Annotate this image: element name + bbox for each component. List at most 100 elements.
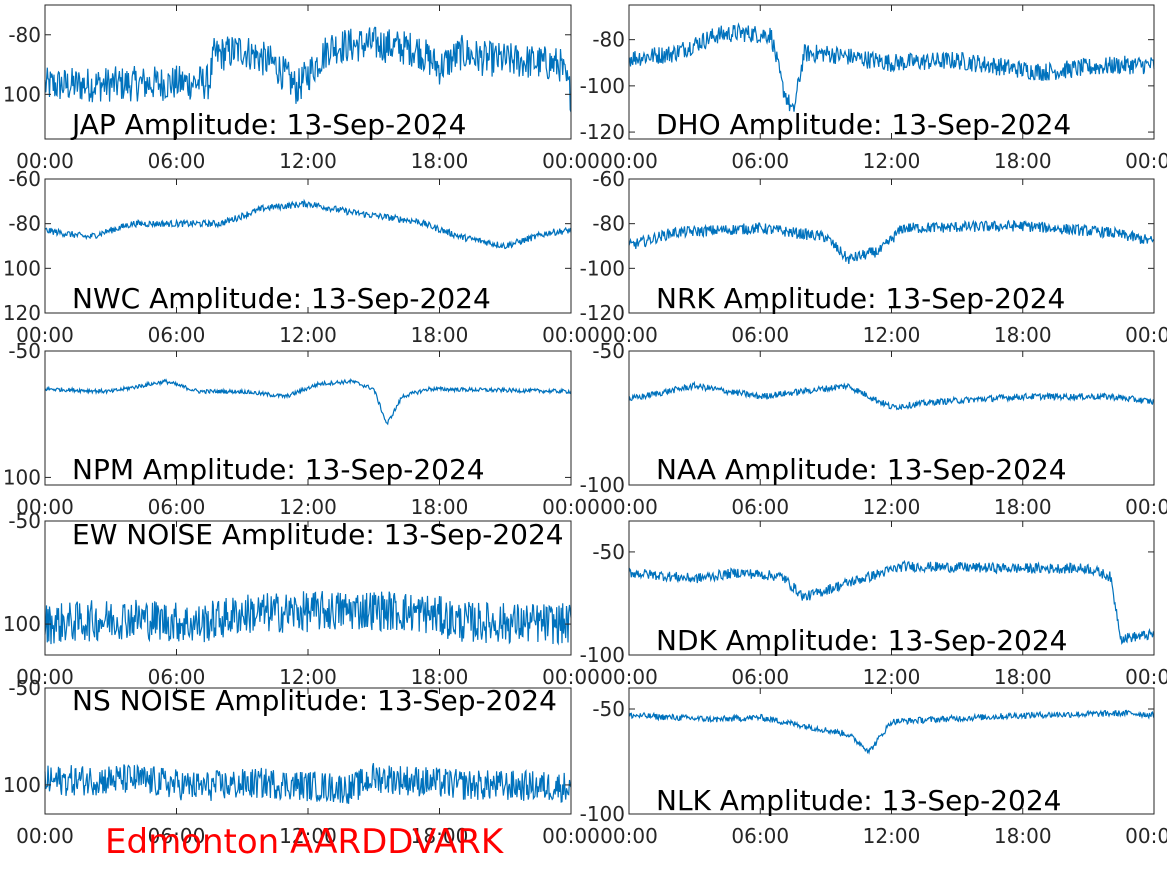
chart-title: EW NOISE Amplitude: 13-Sep-2024 [72,518,564,551]
y-tick-label: -50 [8,509,41,533]
x-tick-label: 12:00 [863,824,921,848]
chart-panel: -50 100 00:00 06:00 12:00 18:00 00:00 NPM Ampli… [3,339,600,519]
x-tick-label: 00:00 [542,824,600,848]
series-line [44,377,572,426]
chart-panel: -80 -100 -120 00:00 06:00 12:00 18:00 00:00 DHO … [580,4,1167,173]
station-label: Edmonton AARDDVARK [105,822,504,862]
x-tick-label: 00:00 [16,323,74,347]
x-tick-label: 06:00 [731,824,789,848]
y-tick-label: 100 [3,773,41,797]
y-tick-label: 100 [3,256,41,280]
x-tick-label: 06:00 [148,149,206,173]
x-tick-label: 00:00 [600,495,658,519]
x-tick-label: 18:00 [994,824,1052,848]
y-tick-label: -120 [580,301,625,325]
chart-title: NWC Amplitude: 13-Sep-2024 [72,282,491,315]
x-tick-label: 12:00 [863,495,921,519]
chart-title: JAP Amplitude: 13-Sep-2024 [70,108,466,141]
y-tick-label: -80 [8,23,41,47]
chart-title: NDK Amplitude: 13-Sep-2024 [656,624,1067,657]
x-tick-label: 06:00 [731,149,789,173]
chart-panel: -60-80-100-12000:0006:0012:0018:0000:00N… [580,167,1167,347]
series-line [44,762,572,804]
x-tick-label: 00:00 [600,824,658,848]
y-tick-label: -100 [580,473,625,497]
chart-title: NLK Amplitude: 13-Sep-2024 [656,784,1062,817]
series-line [44,198,572,250]
x-tick-label: 18:00 [411,495,469,519]
x-tick-label: 00:00 [16,824,74,848]
x-tick-label: 00:00 [1125,323,1167,347]
y-tick-label: -50 [8,339,41,363]
x-tick-label: 06:00 [731,665,789,689]
x-tick-label: 06:00 [731,495,789,519]
series-line [44,591,572,646]
x-tick-label: 00:00 [600,323,658,347]
series-line [628,709,1155,755]
x-tick-label: 06:00 [148,495,206,519]
x-tick-label: 18:00 [411,323,469,347]
series-line [628,380,1155,411]
x-tick-label: 00:00 [600,149,658,173]
y-tick-label: -50 [8,676,41,700]
x-tick-label: 06:00 [148,824,206,848]
x-tick-label: 12:00 [863,665,921,689]
series-line [628,22,1155,112]
x-tick-label: 00:00 [16,495,74,519]
x-tick-label: 00:00 [542,665,600,689]
y-tick-label: 120 [3,301,41,325]
x-tick-label: 12:00 [279,149,337,173]
series-line [628,219,1155,264]
x-tick-label: 00:00 [1125,149,1167,173]
x-tick-label: 18:00 [411,665,469,689]
series-line [628,559,1155,646]
x-tick-label: 18:00 [994,665,1052,689]
y-tick-label: -100 [580,643,625,667]
x-tick-label: 06:00 [148,665,206,689]
x-tick-label: 18:00 [411,149,469,173]
y-tick-label: 100 [3,465,41,489]
x-tick-label: 00:00 [1125,665,1167,689]
y-tick-label: -80 [8,212,41,236]
x-tick-label: 00:00 [542,149,600,173]
x-tick-label: 12:00 [279,824,337,848]
y-tick-label: 100 [3,82,41,106]
x-tick-label: 12:00 [279,495,337,519]
chart-panel: -50 100 00:00 06:00 12:00 18:00 00:00 EW NOISE … [3,509,600,689]
x-tick-label: 12:00 [279,323,337,347]
x-tick-label: 00:00 [600,665,658,689]
x-tick-label: 00:00 [1125,495,1167,519]
x-tick-label: 18:00 [994,149,1052,173]
x-tick-label: 00:00 [16,665,74,689]
chart-panel: -50 100 00:00 06:00 12:00 18:00 00:00 NS NOISE … [3,676,600,848]
x-tick-label: 18:00 [994,323,1052,347]
x-tick-label: 00:00 [16,149,74,173]
x-tick-label: 06:00 [148,323,206,347]
y-tick-label: -80 [592,212,625,236]
x-tick-label: 18:00 [411,824,469,848]
series-line [44,26,572,113]
x-tick-label: 00:00 [542,323,600,347]
x-tick-label: 06:00 [731,323,789,347]
x-tick-label: 12:00 [863,323,921,347]
y-tick-label: -100 [580,74,625,98]
chart-title: DHO Amplitude: 13-Sep-2024 [656,108,1071,141]
y-tick-label: -50 [592,540,625,564]
x-tick-label: 18:00 [994,495,1052,519]
x-tick-label: 12:00 [279,665,337,689]
chart-title: NAA Amplitude: 13-Sep-2024 [656,453,1067,486]
y-tick-label: -50 [592,697,625,721]
y-tick-label: -120 [580,120,625,144]
x-tick-label: 12:00 [863,149,921,173]
y-tick-label: 100 [3,612,41,636]
x-tick-label: 00:00 [1125,824,1167,848]
chart-panel: -80 100 00:00 06:00 12:00 18:00 00:00 JAP Ampli… [3,4,600,173]
chart-title: NPM Amplitude: 13-Sep-2024 [72,453,485,486]
x-tick-label: 00:00 [542,495,600,519]
chart-title: NRK Amplitude: 13-Sep-2024 [656,282,1065,315]
y-tick-label: -80 [592,28,625,52]
